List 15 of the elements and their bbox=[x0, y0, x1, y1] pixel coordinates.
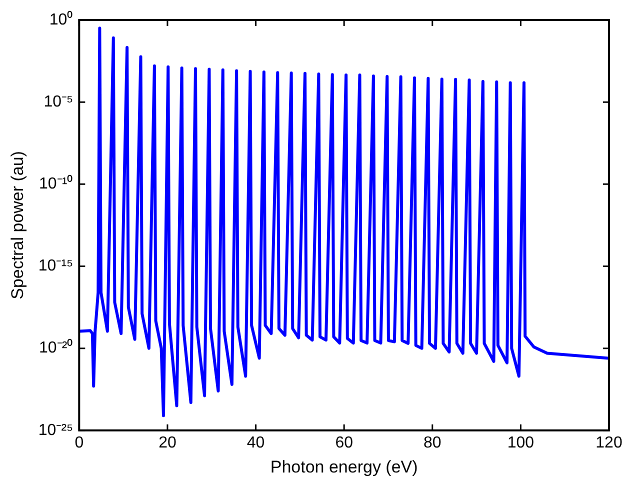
x-tick-label: 100 bbox=[507, 434, 534, 452]
y-tick-label: 10⁰ bbox=[49, 10, 74, 28]
x-tick-label: 60 bbox=[335, 434, 354, 452]
x-axis-title: Photon energy (eV) bbox=[270, 457, 418, 476]
y-tick-label: 10⁻¹⁵ bbox=[38, 258, 74, 275]
x-tick-label: 40 bbox=[246, 434, 265, 452]
y-tick-label: 10⁻²⁵ bbox=[38, 422, 74, 439]
x-tick-label: 120 bbox=[596, 434, 622, 452]
x-tick-label: 0 bbox=[74, 434, 84, 452]
y-axis-title: Spectral power (au) bbox=[8, 151, 27, 300]
y-tick-label: 10⁻¹⁰ bbox=[39, 174, 74, 193]
x-tick-label: 80 bbox=[423, 434, 442, 452]
y-tick-label: 10⁻⁵ bbox=[44, 93, 74, 110]
x-tick-label: 20 bbox=[158, 434, 176, 452]
y-tick-label: 10⁻²⁰ bbox=[39, 338, 74, 357]
